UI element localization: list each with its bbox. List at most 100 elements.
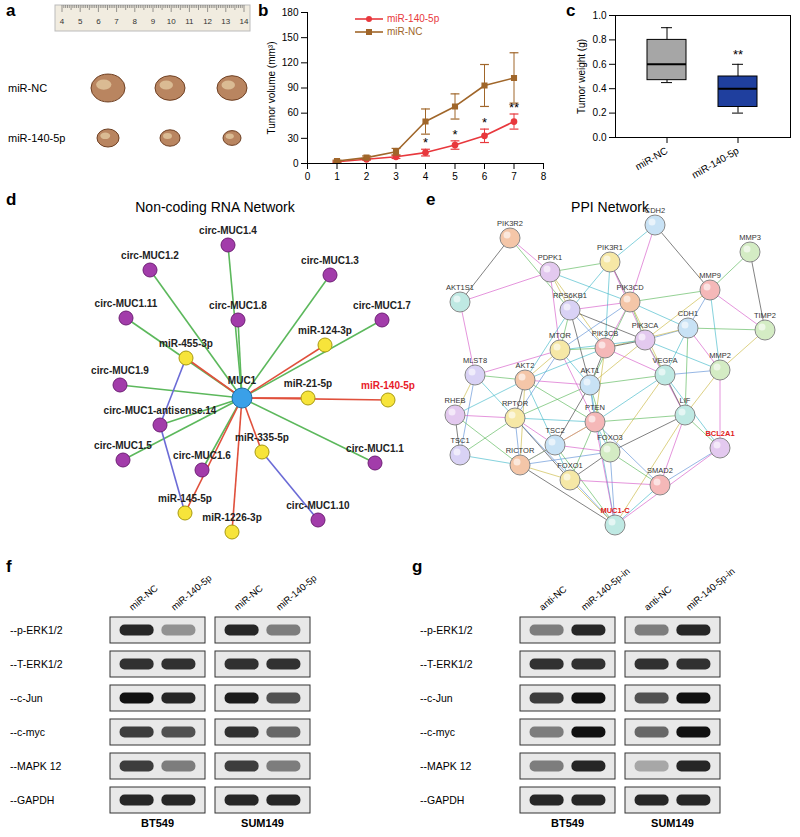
svg-text:anti-NC: anti-NC bbox=[642, 583, 674, 612]
svg-text:PIK3CA: PIK3CA bbox=[632, 321, 659, 330]
svg-text:--MAPK 12: --MAPK 12 bbox=[420, 760, 472, 772]
svg-text:circ-MUC1.5: circ-MUC1.5 bbox=[94, 440, 152, 451]
svg-text:0.2: 0.2 bbox=[593, 107, 607, 118]
svg-text:circ-MUC1.8: circ-MUC1.8 bbox=[209, 300, 267, 311]
svg-text:13: 13 bbox=[221, 17, 230, 26]
svg-text:LIF: LIF bbox=[680, 396, 691, 405]
svg-text:AKT1: AKT1 bbox=[581, 366, 600, 375]
svg-text:3: 3 bbox=[393, 171, 399, 182]
svg-text:6: 6 bbox=[482, 171, 488, 182]
svg-text:**: ** bbox=[509, 100, 519, 115]
svg-text:miR-140-5p-in: miR-140-5p-in bbox=[579, 565, 632, 612]
svg-text:60: 60 bbox=[287, 107, 299, 118]
svg-text:4: 4 bbox=[423, 171, 429, 182]
svg-text:MLST8: MLST8 bbox=[463, 356, 487, 365]
svg-text:AKT2: AKT2 bbox=[516, 361, 535, 370]
svg-text:--c-myc: --c-myc bbox=[10, 726, 45, 738]
svg-text:5: 5 bbox=[78, 17, 83, 26]
svg-text:c: c bbox=[566, 1, 575, 20]
svg-text:f: f bbox=[6, 557, 12, 576]
svg-text:*: * bbox=[482, 115, 487, 130]
svg-text:anti-NC: anti-NC bbox=[537, 583, 569, 612]
svg-text:SUM149: SUM149 bbox=[651, 817, 694, 829]
svg-text:--MAPK 12: --MAPK 12 bbox=[10, 760, 62, 772]
svg-text:7: 7 bbox=[511, 171, 517, 182]
svg-text:*: * bbox=[452, 127, 457, 142]
svg-text:MMP2: MMP2 bbox=[709, 351, 731, 360]
svg-text:Non-coding RNA Network: Non-coding RNA Network bbox=[135, 199, 296, 215]
svg-text:0: 0 bbox=[293, 158, 299, 169]
svg-text:MUC1-C: MUC1-C bbox=[600, 506, 630, 515]
svg-text:--c-Jun: --c-Jun bbox=[10, 692, 43, 704]
svg-text:RHEB: RHEB bbox=[445, 396, 466, 405]
svg-text:PIK3CB: PIK3CB bbox=[592, 329, 619, 338]
svg-text:11: 11 bbox=[185, 17, 194, 26]
svg-text:--p-ERK1/2: --p-ERK1/2 bbox=[10, 624, 63, 636]
svg-text:--T-ERK1/2: --T-ERK1/2 bbox=[420, 658, 473, 670]
svg-text:BT549: BT549 bbox=[141, 817, 174, 829]
svg-text:d: d bbox=[6, 190, 16, 209]
svg-text:MTOR: MTOR bbox=[549, 331, 572, 340]
svg-text:MUC1: MUC1 bbox=[228, 375, 257, 386]
svg-text:g: g bbox=[412, 557, 422, 576]
svg-text:4: 4 bbox=[60, 17, 65, 26]
svg-text:Tumor weight (g): Tumor weight (g) bbox=[576, 39, 587, 114]
svg-text:miR-145-5p: miR-145-5p bbox=[158, 493, 212, 504]
svg-text:miR-NC: miR-NC bbox=[8, 82, 47, 94]
svg-text:14: 14 bbox=[240, 17, 249, 26]
svg-text:miR-140-5p: miR-140-5p bbox=[8, 132, 65, 144]
svg-text:0: 0 bbox=[305, 171, 311, 182]
svg-text:CDH2: CDH2 bbox=[645, 206, 665, 215]
svg-text:miR-140-5p: miR-140-5p bbox=[690, 145, 741, 181]
svg-text:circ-MUC1.10: circ-MUC1.10 bbox=[286, 500, 350, 511]
svg-text:CDH1: CDH1 bbox=[678, 309, 698, 318]
svg-text:miR-455-3p: miR-455-3p bbox=[159, 338, 213, 349]
svg-text:7: 7 bbox=[114, 17, 119, 26]
svg-text:9: 9 bbox=[151, 17, 156, 26]
svg-text:8: 8 bbox=[133, 17, 138, 26]
svg-text:MMP3: MMP3 bbox=[739, 233, 761, 242]
svg-text:10: 10 bbox=[167, 17, 176, 26]
svg-text:0.8: 0.8 bbox=[593, 34, 607, 45]
svg-text:miR-140-5p: miR-140-5p bbox=[169, 572, 214, 612]
svg-text:PPI Network: PPI Network bbox=[571, 199, 650, 215]
svg-text:**: ** bbox=[733, 47, 743, 62]
svg-text:0.4: 0.4 bbox=[593, 83, 607, 94]
svg-text:TIMP2: TIMP2 bbox=[754, 311, 776, 320]
svg-text:--c-myc: --c-myc bbox=[420, 726, 455, 738]
svg-text:b: b bbox=[258, 1, 268, 20]
svg-text:--p-ERK1/2: --p-ERK1/2 bbox=[420, 624, 473, 636]
svg-text:RICTOR: RICTOR bbox=[506, 446, 535, 455]
svg-text:SUM149: SUM149 bbox=[241, 817, 284, 829]
svg-text:miR-335-5p: miR-335-5p bbox=[235, 432, 289, 443]
svg-text:VEGFA: VEGFA bbox=[652, 356, 677, 365]
svg-text:150: 150 bbox=[282, 32, 299, 43]
svg-text:TSC2: TSC2 bbox=[545, 426, 564, 435]
svg-text:PIK3R1: PIK3R1 bbox=[597, 243, 623, 252]
svg-text:RPS6KB1: RPS6KB1 bbox=[553, 291, 587, 300]
svg-text:PIK3R2: PIK3R2 bbox=[497, 219, 523, 228]
svg-text:AKT1S1: AKT1S1 bbox=[446, 283, 474, 292]
svg-text:PTEN: PTEN bbox=[585, 403, 605, 412]
svg-text:1.0: 1.0 bbox=[593, 10, 607, 21]
svg-text:circ-MUC1.9: circ-MUC1.9 bbox=[91, 365, 149, 376]
svg-text:miR-NC: miR-NC bbox=[232, 582, 265, 612]
svg-text:circ-MUC1.6: circ-MUC1.6 bbox=[173, 450, 231, 461]
svg-text:TSC1: TSC1 bbox=[450, 436, 469, 445]
svg-text:6: 6 bbox=[96, 17, 101, 26]
svg-text:12: 12 bbox=[203, 17, 212, 26]
svg-text:miR-21-5p: miR-21-5p bbox=[284, 378, 332, 389]
svg-text:8: 8 bbox=[541, 171, 547, 182]
svg-text:circ-MUC1.7: circ-MUC1.7 bbox=[353, 300, 411, 311]
svg-text:miR-1226-3p: miR-1226-3p bbox=[202, 512, 261, 523]
svg-text:BT549: BT549 bbox=[551, 817, 584, 829]
svg-text:miR-NC: miR-NC bbox=[127, 582, 160, 612]
svg-text:120: 120 bbox=[282, 57, 299, 68]
svg-text:SMAD2: SMAD2 bbox=[647, 466, 673, 475]
svg-text:miR-124-3p: miR-124-3p bbox=[298, 325, 352, 336]
svg-text:--T-ERK1/2: --T-ERK1/2 bbox=[10, 658, 63, 670]
svg-text:MMP9: MMP9 bbox=[699, 271, 721, 280]
svg-text:PIK3CD: PIK3CD bbox=[616, 283, 644, 292]
svg-text:miR-NC: miR-NC bbox=[633, 145, 669, 172]
svg-text:Tumor volume (mm³): Tumor volume (mm³) bbox=[266, 42, 277, 135]
